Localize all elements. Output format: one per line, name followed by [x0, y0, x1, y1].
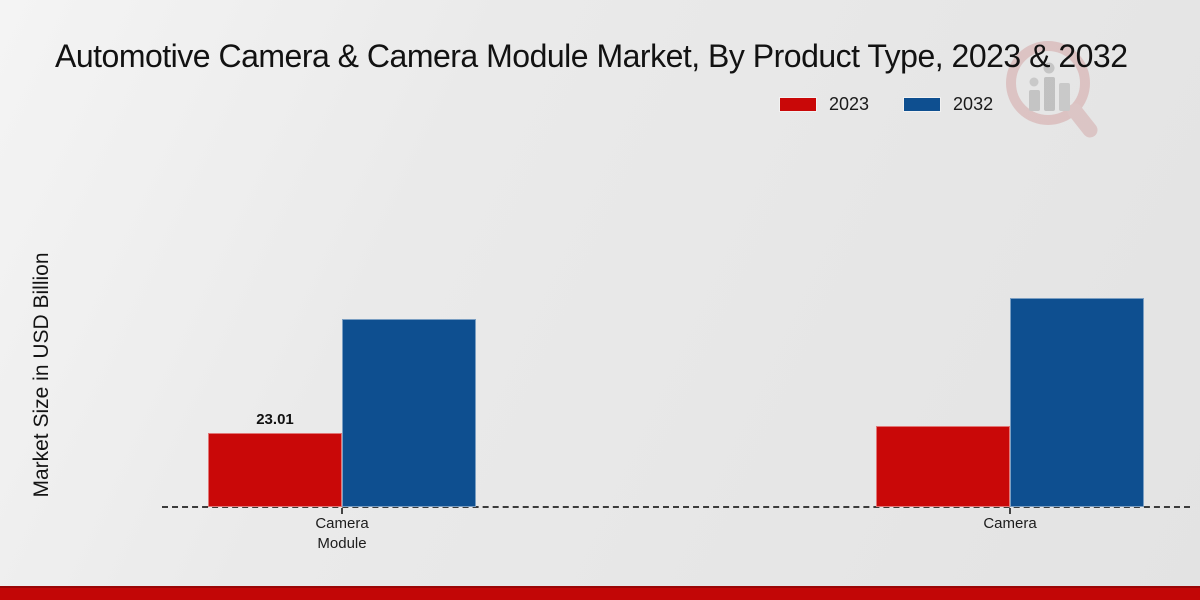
x-tick-camera-module — [341, 508, 343, 514]
legend-label-2023: 2023 — [829, 94, 870, 114]
x-tick-label-camera: Camera — [983, 515, 1037, 532]
x-tick-camera — [1009, 508, 1011, 514]
watermark-logo-icon — [1006, 41, 1098, 138]
y-axis-label: Market Size in USD Billion — [30, 252, 53, 498]
legend-swatch-2032-icon — [903, 97, 942, 112]
bar-2032-camera-module — [342, 319, 476, 507]
bar-2032-camera — [1010, 298, 1144, 507]
bar-2023-camera — [876, 426, 1010, 507]
legend-swatch-2023-icon — [779, 97, 817, 112]
legend-label-2032: 2032 — [953, 94, 994, 114]
legend-item-2023: 2023 — [779, 94, 869, 115]
bar-value-label-2023: 23.01 — [256, 411, 294, 428]
chart-title: Automotive Camera & Camera Module Market… — [55, 38, 1128, 74]
bar-2023-camera-module — [208, 433, 342, 507]
legend-item-2032: 2032 — [903, 94, 993, 115]
legend: 2023 2032 — [779, 94, 993, 115]
x-axis-line — [162, 506, 1190, 508]
footer-accent-bar — [0, 586, 1200, 600]
x-tick-label-camera-module: Camera Module — [315, 515, 369, 552]
